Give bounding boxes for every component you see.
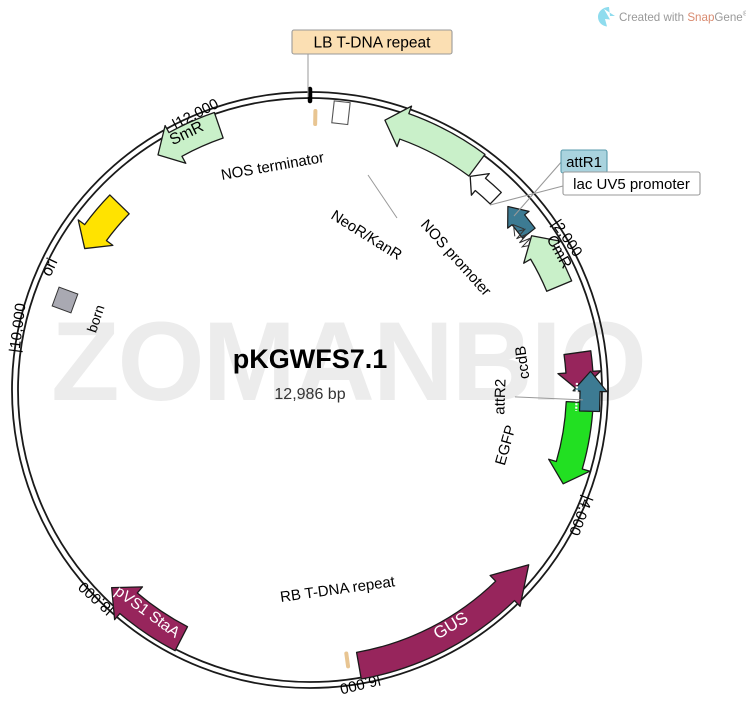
svg-text:Created with SnapGene®: Created with SnapGene® — [619, 9, 746, 24]
svg-text:|8,000: |8,000 — [75, 578, 117, 618]
svg-text:|4,000: |4,000 — [565, 493, 596, 538]
svg-text:NOS promoter: NOS promoter — [417, 216, 494, 299]
svg-text:NOS terminator: NOS terminator — [220, 149, 326, 184]
svg-text:lac UV5 promoter: lac UV5 promoter — [573, 176, 690, 193]
svg-text:RB T-DNA repeat: RB T-DNA repeat — [279, 573, 397, 606]
svg-text:12,986 bp: 12,986 bp — [274, 386, 345, 403]
svg-text:|10,000: |10,000 — [6, 302, 29, 354]
svg-text:EGFP: EGFP — [492, 423, 519, 467]
svg-text:attR2: attR2 — [491, 379, 509, 415]
svg-text:NeoR/KanR: NeoR/KanR — [328, 207, 405, 264]
svg-text:pKGWFS7.1: pKGWFS7.1 — [233, 344, 388, 374]
svg-text:attR1: attR1 — [566, 154, 602, 171]
svg-text:LB T-DNA repeat: LB T-DNA repeat — [314, 35, 432, 52]
